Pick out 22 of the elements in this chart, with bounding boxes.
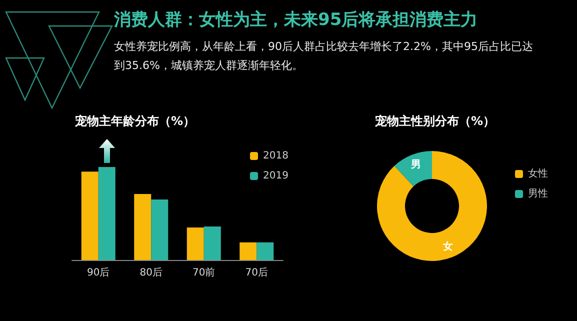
bar <box>98 167 116 260</box>
x-tick-label: 80后 <box>140 266 162 278</box>
legend-label: 2018 <box>263 150 288 162</box>
x-tick-label: 70前 <box>192 266 216 278</box>
chart-title: 宠物主性别分布（%） <box>374 114 496 128</box>
bar <box>134 194 152 260</box>
bar <box>186 227 204 260</box>
bar <box>151 200 168 260</box>
data-label: 男 <box>410 158 421 171</box>
legend-label: 女性 <box>528 168 548 180</box>
bar <box>204 226 221 260</box>
legend-label: 2019 <box>263 170 288 182</box>
bar <box>240 242 257 260</box>
x-tick-label: 70后 <box>245 266 268 278</box>
data-label: 女 <box>442 240 454 252</box>
legend-label: 男性 <box>528 188 548 200</box>
text: 消费人群：女性为主，未来95后将承担消费主力 <box>114 9 479 31</box>
bar <box>81 172 98 260</box>
x-tick-label: 90后 <box>87 266 110 278</box>
text: 女性养宠比例高，从年龄上看，90后人群占比较去年增长了2.2%，其中95后占比已达到35.6%，城镇养宠人群逐渐年轻化。 <box>114 39 534 74</box>
chart-title: 宠物主年龄分布（%） <box>74 114 196 128</box>
bar <box>256 242 274 260</box>
